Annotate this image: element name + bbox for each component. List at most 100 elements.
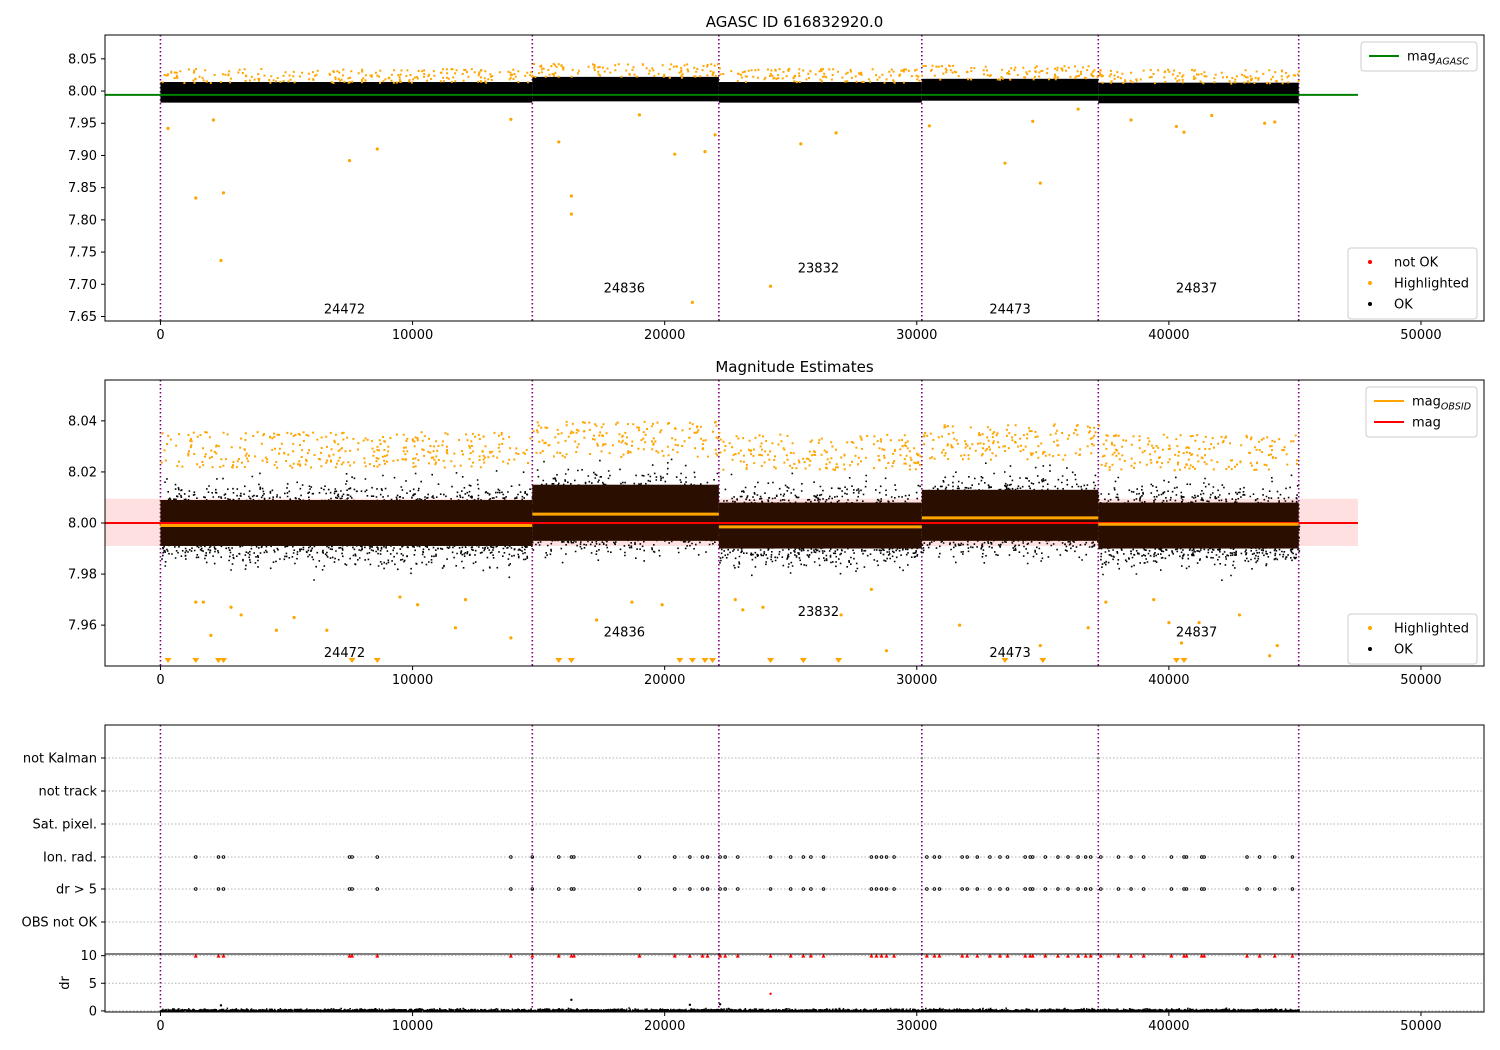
flags-point <box>700 887 705 891</box>
flags-point <box>530 855 535 859</box>
flags-point <box>718 887 722 891</box>
panel2-highlighted-point <box>1104 600 1108 604</box>
dr-ylabel: dr <box>58 976 73 990</box>
flags-point <box>1202 855 1206 859</box>
panel2-bottom-legend-label: OK <box>1394 643 1413 658</box>
panel1-obsid-label: 24472 <box>324 302 365 317</box>
panel2-top-legend-subscript: OBSID <box>1441 402 1471 413</box>
flags-point <box>1088 887 1093 891</box>
panel2-ytick-label: 8.02 <box>68 465 97 480</box>
panel2-highlighted-point <box>1179 641 1184 645</box>
flags-point <box>509 887 513 891</box>
flags-point <box>1116 887 1121 891</box>
panel2-bottom-legend-swatch <box>1368 647 1372 651</box>
flags-category-label: Sat. pixel. <box>33 818 97 833</box>
dr-ytick-label: 0 <box>89 1004 97 1019</box>
flags-point <box>975 887 980 891</box>
panel2-ytick-label: 8.04 <box>68 414 97 429</box>
panel1-xtick-label: 10000 <box>392 328 433 343</box>
dr-capped-marker <box>508 953 513 958</box>
panel1-highlighted-point <box>834 131 838 135</box>
flags-point <box>1184 887 1189 891</box>
dr-capped-marker <box>672 953 677 958</box>
dr-xtick-label: 50000 <box>1400 1019 1441 1034</box>
flags-point <box>1043 887 1048 891</box>
flags-point <box>1066 855 1070 859</box>
panel2-highlighted-point <box>1268 654 1272 658</box>
magnitude-estimates-panel: Magnitude Estimates 24472 24836 23832 24473 2… <box>68 358 1485 688</box>
panel1-xtick-label: 40000 <box>1148 328 1189 343</box>
dr-capped-marker <box>821 953 826 958</box>
flags-point <box>637 855 642 859</box>
panel1-title: AGASC ID 616832920.0 <box>706 13 884 31</box>
dr-capped-marker <box>221 953 226 958</box>
dr-capped-marker <box>884 953 889 958</box>
flags-point <box>1290 887 1295 891</box>
panel1-highlighted-point <box>1038 181 1042 185</box>
flags-category-label: not Kalman <box>23 752 97 767</box>
flags-point <box>932 855 937 859</box>
panel1-highlighted-point <box>211 118 216 122</box>
panel2-offscale-marker <box>1172 658 1180 663</box>
panel2-top-legend-label: mag <box>1412 416 1441 431</box>
panel2-offscale-marker <box>214 658 222 663</box>
dr-xtick-label: 30000 <box>896 1019 937 1034</box>
dr-capped-marker <box>965 953 970 958</box>
dr-capped-marker <box>1272 953 1277 958</box>
dr-outlier-point <box>718 1003 722 1006</box>
panel2-offscale-marker <box>688 658 696 663</box>
flags-point <box>673 887 677 891</box>
dr-capped-marker <box>556 953 561 958</box>
flags-point <box>821 855 826 859</box>
dr-capped-marker <box>1066 953 1071 958</box>
flags-point <box>884 855 889 859</box>
panel2-offscale-marker <box>192 658 200 663</box>
dr-capped-marker <box>1184 953 1189 958</box>
flags-point <box>937 855 942 859</box>
flags-point <box>1056 887 1060 891</box>
flags-point <box>375 887 380 891</box>
flags-point <box>194 887 198 891</box>
panel1-highlighted-band-points <box>161 62 1301 85</box>
flags-point <box>960 855 964 859</box>
flags-point <box>1005 855 1010 859</box>
panel1-xtick-label: 50000 <box>1400 328 1441 343</box>
flags-point <box>821 887 826 891</box>
flags-point <box>960 887 964 891</box>
panel2-ytick-label: 8.00 <box>68 517 97 532</box>
panel2-bottom-legend-swatch <box>1368 626 1372 630</box>
flags-point <box>801 887 806 891</box>
dr-capped-marker <box>1245 953 1250 958</box>
panel1-ytick-label: 7.75 <box>68 246 97 261</box>
panel1-highlighted-point <box>1182 130 1186 134</box>
panel2-ytick-label: 7.96 <box>68 619 97 634</box>
panel1-bottom-legend-swatch <box>1368 281 1372 285</box>
panel1-ok-points <box>719 88 918 98</box>
panel1-ok-cloud <box>921 78 1099 101</box>
panel1-bottom-legend-label: not OK <box>1394 256 1439 271</box>
flags-point <box>1005 887 1010 891</box>
dr-capped-marker <box>987 953 992 958</box>
flags-category-label: dr > 5 <box>56 883 97 898</box>
panel1-highlighted-point <box>1174 124 1179 129</box>
flags-point <box>965 887 969 891</box>
flags-point <box>932 887 937 891</box>
panel2-xtick-label: 10000 <box>392 673 433 688</box>
flags-point <box>874 855 879 859</box>
flags-point <box>557 855 561 859</box>
dr-capped-marker <box>735 953 740 958</box>
flags-point <box>925 887 929 891</box>
flags-point <box>892 855 896 859</box>
flags-point <box>637 887 642 891</box>
panel1-highlighted-point <box>799 142 803 146</box>
flags-point <box>1257 855 1262 859</box>
dr-capped-marker <box>1129 953 1134 958</box>
panel2-highlighted-point <box>1237 613 1242 617</box>
flags-point <box>1129 855 1133 859</box>
panel1-ytick-label: 7.80 <box>68 213 97 228</box>
panel1-obsid-label: 24473 <box>989 302 1030 317</box>
panel1-ytick-label: 7.65 <box>68 310 97 325</box>
dr-capped-marker <box>808 953 813 958</box>
flags-point <box>1083 855 1088 859</box>
